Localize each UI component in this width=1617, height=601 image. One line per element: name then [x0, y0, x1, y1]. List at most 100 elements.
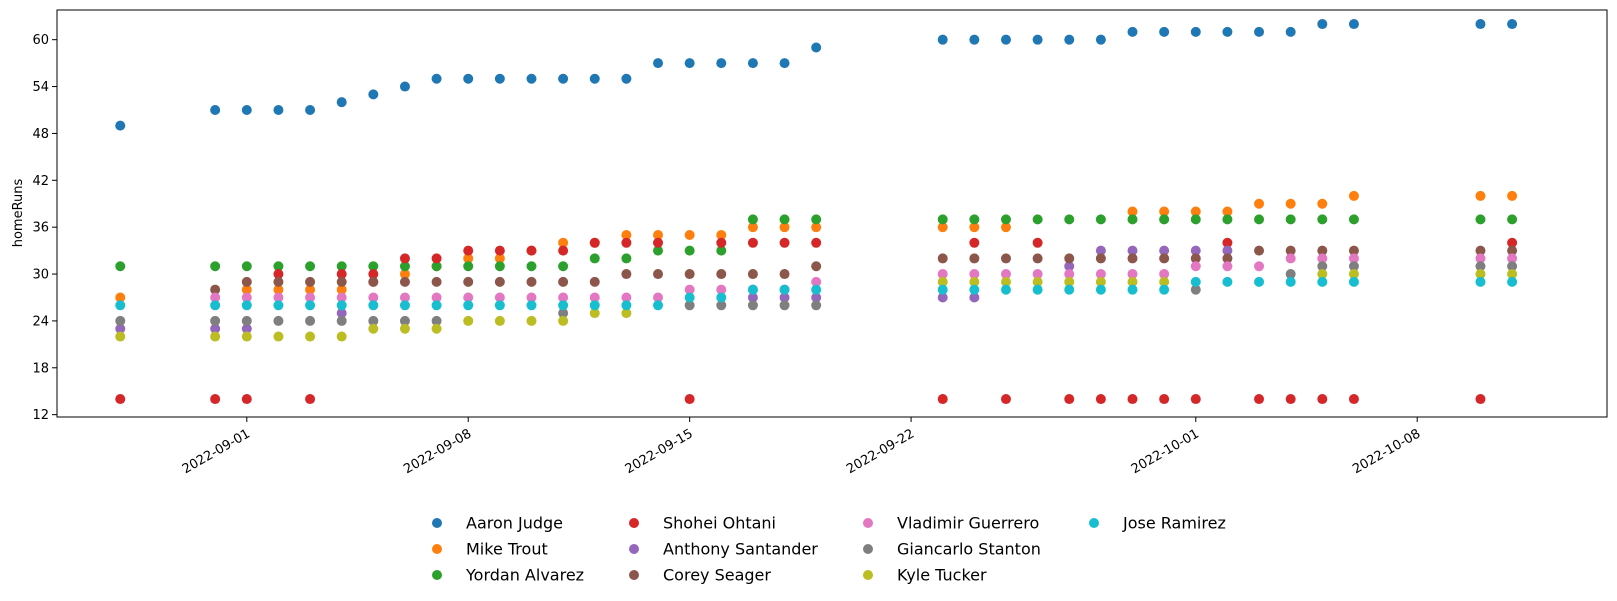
data-point	[526, 73, 537, 84]
x-tick-label: 2022-10-08	[1350, 426, 1423, 477]
data-point	[716, 229, 727, 240]
data-point	[747, 292, 758, 303]
data-point	[558, 300, 569, 311]
data-point	[1475, 253, 1486, 264]
series-vladimir-guerrero	[210, 253, 1518, 303]
data-point	[1222, 214, 1233, 225]
data-point	[463, 300, 474, 311]
data-point	[1317, 253, 1328, 264]
series-anthony-santander	[115, 245, 1233, 334]
data-point	[1032, 269, 1043, 280]
plot-frame	[56, 9, 1608, 418]
data-point	[1190, 245, 1201, 256]
data-point	[621, 229, 632, 240]
data-point	[1507, 253, 1518, 264]
data-point	[115, 120, 126, 131]
legend-marker	[863, 518, 873, 528]
data-point	[1285, 269, 1296, 280]
data-point	[653, 229, 664, 240]
data-point	[1000, 214, 1011, 225]
data-point	[241, 315, 252, 326]
series-giancarlo-stanton	[115, 261, 1518, 326]
data-point	[969, 34, 980, 45]
data-point	[1475, 190, 1486, 201]
data-point	[336, 292, 347, 303]
series-shohei-ohtani	[115, 237, 1518, 405]
data-point	[1475, 261, 1486, 272]
data-point	[1000, 253, 1011, 264]
data-point	[1000, 34, 1011, 45]
data-point	[1317, 261, 1328, 272]
legend-item: Jose Ramirez	[1089, 514, 1226, 533]
data-point	[589, 73, 600, 84]
data-point	[779, 284, 790, 295]
data-point	[684, 229, 695, 240]
data-point	[1222, 206, 1233, 217]
data-point	[811, 292, 822, 303]
data-point	[210, 284, 221, 295]
data-point	[399, 261, 410, 272]
data-point	[210, 104, 221, 115]
legend-item: Aaron Judge	[432, 514, 563, 533]
data-point	[463, 73, 474, 84]
data-point	[1317, 214, 1328, 225]
data-point	[368, 89, 379, 100]
data-point	[210, 292, 221, 303]
data-point	[1254, 214, 1265, 225]
data-point	[1348, 269, 1359, 280]
data-point	[1000, 394, 1011, 405]
data-point	[1285, 214, 1296, 225]
data-point	[747, 214, 758, 225]
data-point	[558, 261, 569, 272]
data-point	[1475, 19, 1486, 30]
data-point	[336, 269, 347, 280]
data-point	[1032, 253, 1043, 264]
data-point	[1032, 276, 1043, 287]
data-point	[494, 73, 505, 84]
data-point	[494, 276, 505, 287]
data-point	[494, 300, 505, 311]
data-point	[1254, 261, 1265, 272]
data-point	[368, 315, 379, 326]
data-point	[494, 292, 505, 303]
data-point	[241, 331, 252, 342]
data-point	[1064, 276, 1075, 287]
data-point	[1159, 284, 1170, 295]
legend: Aaron Judge Mike Trout Yordan Alvarez Shohe…	[432, 514, 1226, 585]
data-point	[1032, 284, 1043, 295]
data-point	[1348, 245, 1359, 256]
data-point	[273, 315, 284, 326]
data-point	[1254, 26, 1265, 37]
data-point	[1064, 269, 1075, 280]
data-point	[1317, 198, 1328, 209]
data-point	[526, 315, 537, 326]
data-point	[937, 276, 948, 287]
data-point	[1285, 394, 1296, 405]
data-point	[1222, 245, 1233, 256]
data-point	[1190, 394, 1201, 405]
data-point	[1317, 19, 1328, 30]
data-point	[716, 58, 727, 69]
data-point	[1000, 276, 1011, 287]
legend-marker	[629, 544, 639, 554]
data-point	[463, 253, 474, 264]
data-point	[1032, 34, 1043, 45]
data-point	[716, 245, 727, 256]
data-point	[463, 276, 474, 287]
data-point	[305, 292, 316, 303]
data-point	[716, 237, 727, 248]
data-point	[1127, 276, 1138, 287]
data-point	[969, 222, 980, 233]
data-point	[811, 42, 822, 53]
data-point	[241, 323, 252, 334]
legend-item: Yordan Alvarez	[432, 566, 584, 585]
data-point	[1507, 237, 1518, 248]
data-point	[1159, 269, 1170, 280]
data-point	[1095, 269, 1106, 280]
data-point	[558, 245, 569, 256]
data-point	[1095, 276, 1106, 287]
data-point	[115, 394, 126, 405]
data-point	[1222, 261, 1233, 272]
data-point	[779, 292, 790, 303]
data-point	[1285, 198, 1296, 209]
